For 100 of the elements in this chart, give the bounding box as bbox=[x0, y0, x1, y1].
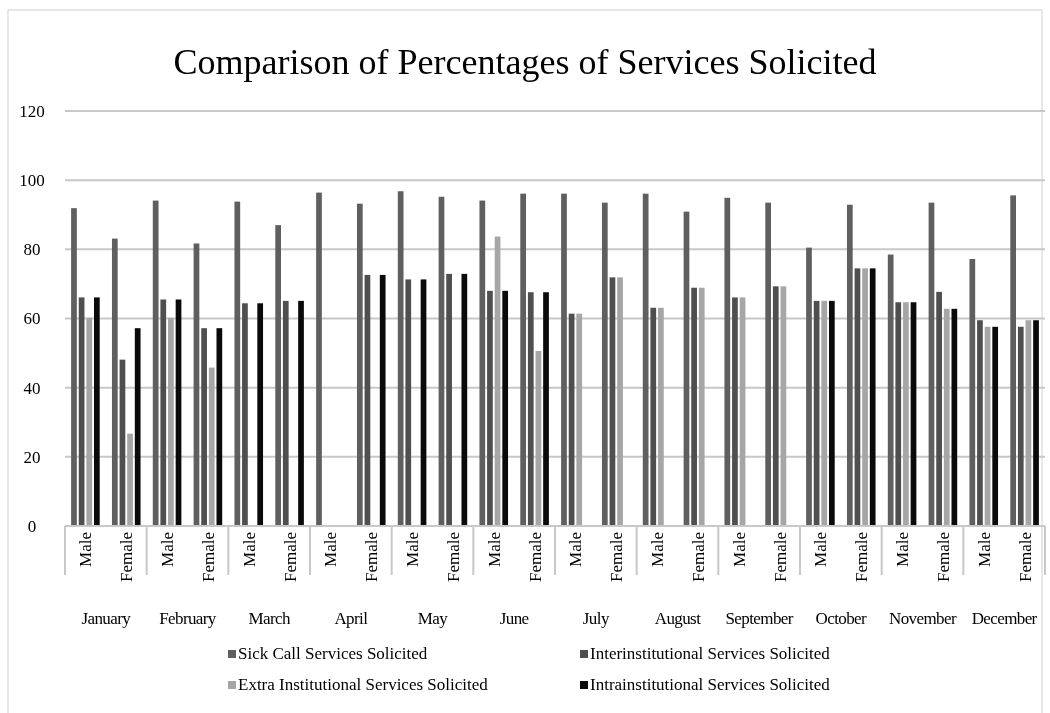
bar bbox=[275, 225, 282, 526]
text: March bbox=[248, 609, 291, 628]
bar bbox=[561, 193, 567, 526]
x-tick-label: Female bbox=[607, 532, 627, 583]
text: February bbox=[159, 609, 217, 628]
bar bbox=[1010, 195, 1017, 526]
bar bbox=[93, 297, 100, 526]
y-tick-label: 120 bbox=[19, 101, 45, 121]
x-tick-label: Male bbox=[321, 532, 341, 567]
bar bbox=[527, 292, 534, 526]
bar bbox=[86, 317, 93, 526]
y-tick-label: 40 bbox=[23, 378, 41, 398]
legend-label: Intrainstitutional Services Solicited bbox=[590, 675, 831, 694]
text: October bbox=[815, 609, 868, 628]
bar bbox=[71, 208, 77, 526]
bar bbox=[1033, 320, 1039, 526]
x-tick-label: Male bbox=[403, 532, 423, 567]
x-tick-label: Male bbox=[729, 532, 749, 567]
bar bbox=[257, 303, 264, 526]
bar bbox=[201, 328, 207, 526]
bar bbox=[234, 201, 241, 526]
bar bbox=[969, 259, 976, 526]
bar bbox=[828, 300, 835, 526]
x-tick-label: Female bbox=[117, 532, 137, 583]
x-tick-label: Female bbox=[933, 532, 953, 583]
bar bbox=[520, 193, 527, 526]
bar bbox=[862, 268, 868, 526]
bar bbox=[1017, 326, 1024, 526]
bar bbox=[127, 433, 133, 526]
bar bbox=[379, 274, 386, 526]
bar bbox=[642, 193, 649, 526]
x-tick-label: Male bbox=[158, 532, 178, 567]
bar bbox=[397, 191, 404, 526]
bar bbox=[479, 200, 486, 526]
legend-label: Sick Call Services Solicited bbox=[238, 644, 428, 663]
text: May bbox=[417, 609, 449, 628]
x-tick-label: Female bbox=[770, 532, 790, 583]
bar bbox=[356, 203, 363, 526]
x-tick-label: Male bbox=[648, 532, 668, 567]
bar bbox=[936, 291, 942, 526]
bar bbox=[134, 328, 141, 526]
bar bbox=[772, 286, 779, 526]
text: September bbox=[725, 609, 794, 628]
text: August bbox=[654, 609, 702, 628]
bar bbox=[698, 287, 705, 526]
x-tick-label: Male bbox=[76, 532, 96, 567]
y-tick-label: 60 bbox=[23, 309, 41, 329]
legend-label: Extra Institutional Services Solicited bbox=[238, 675, 489, 694]
bar bbox=[977, 320, 983, 526]
x-tick-label: Male bbox=[239, 532, 259, 567]
bar bbox=[543, 292, 549, 526]
x-tick-label: Male bbox=[974, 532, 994, 567]
x-tick-label: Male bbox=[893, 532, 913, 567]
bar bbox=[617, 277, 623, 526]
y-tick-label: 80 bbox=[23, 240, 41, 260]
bar bbox=[216, 328, 223, 526]
bar bbox=[650, 307, 657, 526]
bar bbox=[732, 297, 738, 526]
bar bbox=[282, 300, 289, 526]
text: June bbox=[499, 609, 529, 628]
text: April bbox=[334, 609, 369, 628]
bar bbox=[869, 268, 876, 526]
bar bbox=[806, 247, 812, 526]
x-tick-label: Female bbox=[280, 532, 300, 583]
bar bbox=[887, 254, 894, 526]
y-tick-label: 0 bbox=[27, 516, 37, 536]
bar bbox=[208, 367, 215, 526]
bar bbox=[160, 299, 167, 526]
bar bbox=[895, 302, 902, 526]
bar bbox=[765, 202, 772, 526]
bar bbox=[951, 308, 958, 526]
bar bbox=[576, 313, 583, 526]
bar bbox=[461, 273, 468, 526]
y-tick-label: 100 bbox=[19, 171, 45, 191]
bar bbox=[992, 326, 999, 526]
text: July bbox=[582, 609, 610, 628]
bar bbox=[487, 290, 493, 526]
y-tick-label: 20 bbox=[23, 447, 41, 467]
text: January bbox=[81, 609, 132, 628]
bar bbox=[405, 279, 412, 526]
bar bbox=[821, 300, 828, 526]
bar bbox=[168, 317, 174, 526]
bar bbox=[903, 302, 909, 526]
bar bbox=[502, 290, 509, 526]
bar bbox=[242, 303, 248, 526]
x-tick-label: Female bbox=[852, 532, 872, 583]
text: November bbox=[889, 609, 957, 628]
bar bbox=[298, 300, 304, 526]
bar bbox=[658, 307, 664, 526]
bar bbox=[691, 287, 697, 526]
x-tick-label: Female bbox=[525, 532, 545, 583]
x-tick-label: Male bbox=[811, 532, 831, 567]
bar bbox=[846, 204, 853, 526]
bar bbox=[943, 308, 950, 526]
bar bbox=[446, 273, 452, 526]
legend-label: Interinstitutional Services Solicited bbox=[590, 644, 831, 663]
x-tick-label: Female bbox=[1015, 532, 1035, 583]
x-tick-label: Male bbox=[566, 532, 586, 567]
text: December bbox=[971, 609, 1038, 628]
bar bbox=[152, 200, 159, 526]
